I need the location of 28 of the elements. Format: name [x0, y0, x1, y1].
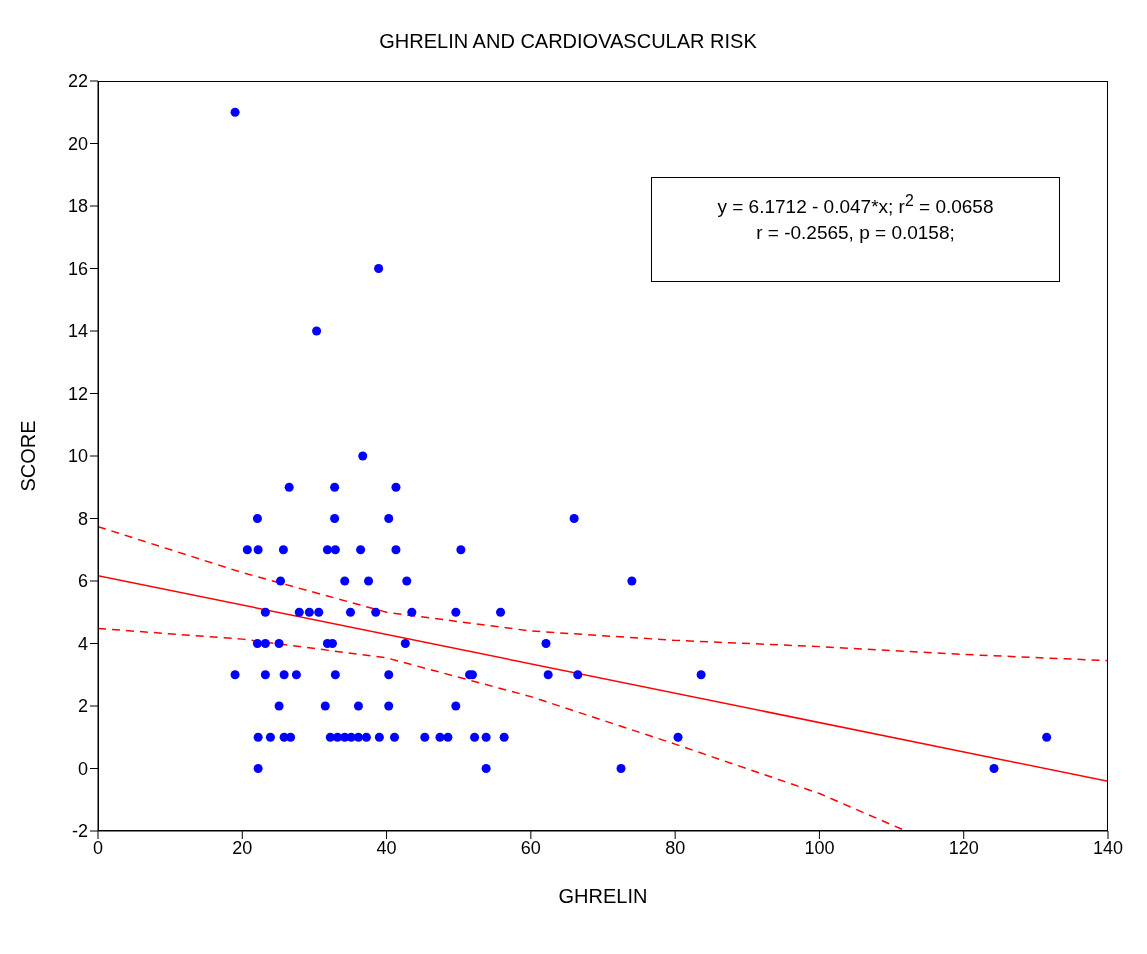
annotation-box: y = 6.1712 - 0.047*x; r$^{2}$ = 0.0658 r = -0.2565, p = 0.0158;	[651, 177, 1060, 282]
x-tick-label: 80	[665, 837, 686, 858]
y-tick-label: -2	[71, 821, 88, 842]
y-tick-label: 8	[77, 508, 88, 529]
x-tick-label: 40	[376, 837, 397, 858]
x-tick-label: 120	[948, 837, 979, 858]
line-series	[98, 525, 1108, 662]
x-tick-label: 140	[1092, 837, 1124, 858]
annotation: r = -0.2565, p = 0.0158;	[755, 221, 956, 246]
y-tick-label: 2	[77, 696, 88, 717]
y-tick-label: 4	[77, 633, 88, 654]
y-tick-label: 10	[67, 446, 88, 467]
x-tick-label: 100	[804, 837, 835, 858]
x-tick-label: 0	[92, 837, 104, 858]
y-tick-label: 0	[77, 758, 88, 779]
annotation: y = 6.1712 - 0.047*x; r$^{2}$ = 0.0658	[716, 191, 995, 220]
x-axis-title: GHRELIN	[558, 885, 648, 907]
y-tick-label: 14	[67, 321, 88, 342]
chart-title: GHRELIN AND CARDIOVASCULAR RISK	[378, 29, 758, 54]
y-tick-label: 22	[67, 71, 88, 92]
y-tick-label: 18	[67, 196, 88, 217]
y-tick-label: 12	[67, 383, 88, 404]
y-tick-label: 20	[67, 133, 88, 154]
y-tick-label: 6	[77, 571, 88, 592]
y-tick-label: 16	[67, 258, 88, 279]
x-tick-label: 20	[232, 837, 253, 858]
x-tick-label: 60	[520, 837, 541, 858]
y-axis-title: SCORE	[17, 420, 40, 492]
